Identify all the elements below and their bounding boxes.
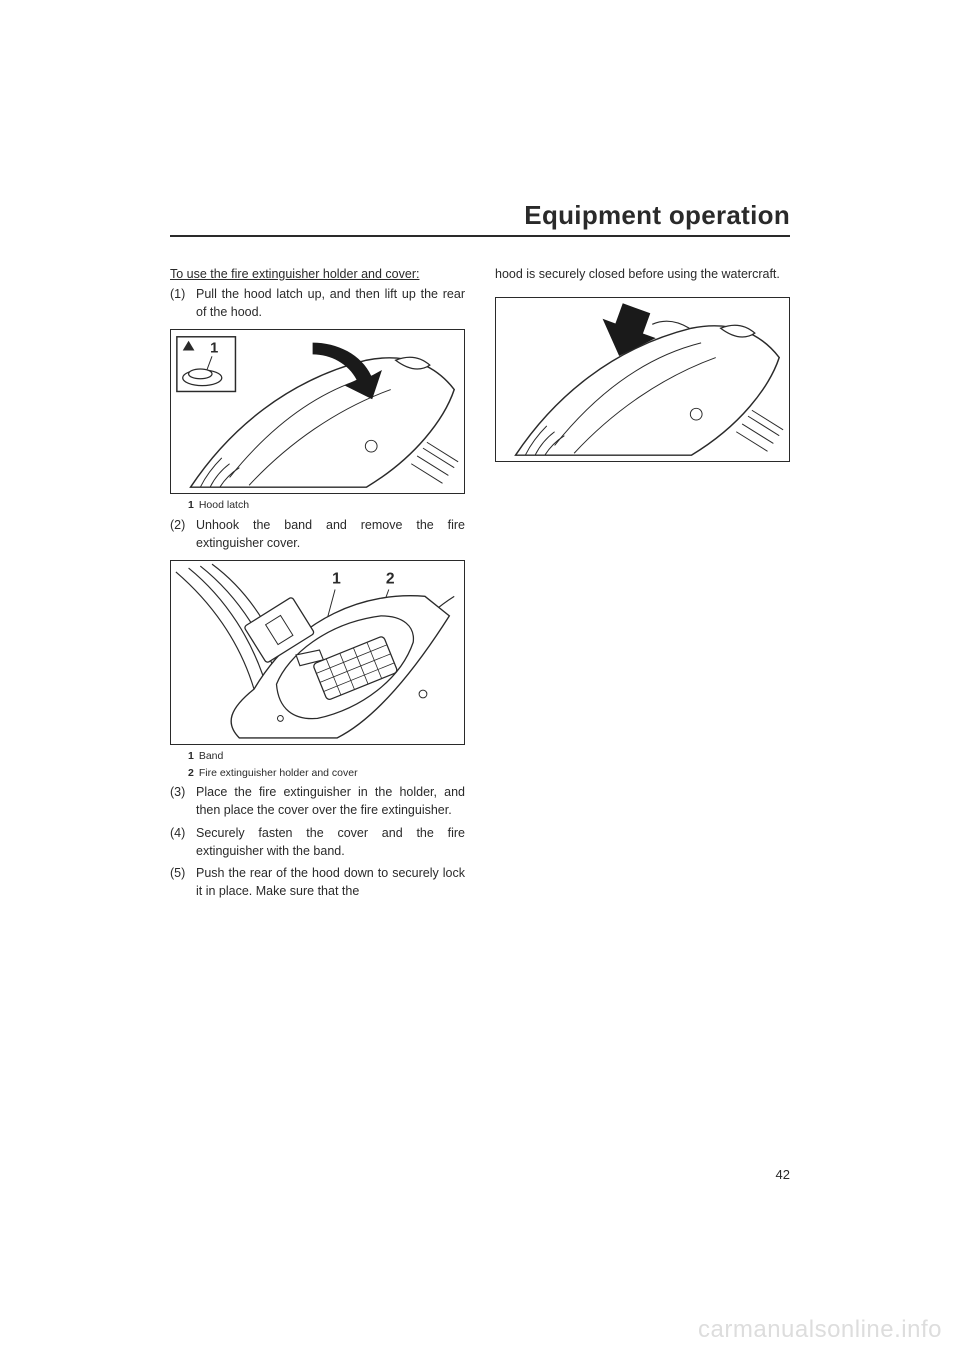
- step-num: (4): [170, 824, 196, 860]
- extinguisher-illustration: 1 2: [171, 561, 464, 744]
- page-title: Equipment operation: [170, 200, 790, 231]
- watermark: carmanualsonline.info: [698, 1316, 942, 1344]
- manual-page: Equipment operation To use the fire exti…: [0, 0, 960, 1358]
- figure-close-hood: [495, 297, 790, 462]
- step-text: Securely fasten the cover and the fire e…: [196, 824, 465, 860]
- hood-latch-illustration: 1: [171, 330, 464, 493]
- right-column: hood is securely closed before using the…: [495, 265, 790, 904]
- fig2-caption-2: 2 Fire extinguisher holder and cover: [188, 766, 465, 781]
- step-2: (2) Unhook the band and remove the fire …: [170, 516, 465, 552]
- caption-num: 2: [188, 766, 194, 781]
- title-block: Equipment operation: [170, 200, 790, 237]
- caption-text: Hood latch: [199, 499, 249, 511]
- step-3: (3) Place the fire extinguisher in the h…: [170, 783, 465, 819]
- caption-num: 1: [188, 749, 194, 764]
- fig1-caption: 1 Hood latch: [188, 498, 465, 513]
- continuation-text: hood is securely closed before using the…: [495, 265, 790, 283]
- callout-2: 2: [386, 570, 395, 587]
- step-num: (2): [170, 516, 196, 552]
- step-num: (3): [170, 783, 196, 819]
- callout-1: 1: [332, 570, 341, 587]
- close-hood-illustration: [496, 298, 789, 461]
- section-lead: To use the fire extinguisher holder and …: [170, 265, 465, 283]
- caption-text: Band: [199, 750, 224, 762]
- step-text: Unhook the band and remove the fire exti…: [196, 516, 465, 552]
- content-columns: To use the fire extinguisher holder and …: [170, 265, 790, 904]
- step-text: Place the fire extinguisher in the holde…: [196, 783, 465, 819]
- step-4: (4) Securely fasten the cover and the fi…: [170, 824, 465, 860]
- caption-num: 1: [188, 498, 194, 513]
- step-text: Push the rear of the hood down to secure…: [196, 864, 465, 900]
- callout-1: 1: [210, 341, 218, 357]
- figure-hood-latch: 1: [170, 329, 465, 494]
- left-column: To use the fire extinguisher holder and …: [170, 265, 465, 904]
- step-num: (1): [170, 285, 196, 321]
- step-text: Pull the hood latch up, and then lift up…: [196, 285, 465, 321]
- page-number: 42: [776, 1167, 790, 1182]
- step-1: (1) Pull the hood latch up, and then lif…: [170, 285, 465, 321]
- figure-extinguisher-holder: 1 2: [170, 560, 465, 745]
- step-num: (5): [170, 864, 196, 900]
- fig2-caption-1: 1 Band: [188, 749, 465, 764]
- step-5: (5) Push the rear of the hood down to se…: [170, 864, 465, 900]
- caption-text: Fire extinguisher holder and cover: [199, 767, 358, 779]
